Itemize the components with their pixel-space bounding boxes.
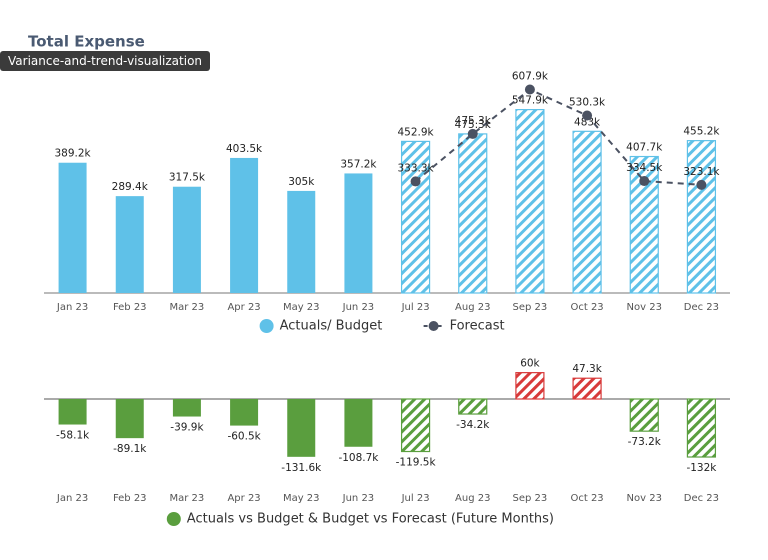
forecast-label: 334.5k (626, 162, 663, 174)
bar (230, 157, 259, 293)
tag-box (0, 51, 210, 71)
forecast-point (696, 179, 707, 190)
bar (458, 133, 488, 294)
tag-label: Variance-and-trend-visualization (8, 54, 202, 68)
x-tick-label: Oct 23 (570, 493, 603, 504)
forecast-line (414, 88, 702, 186)
forecast-label: 333.3k (398, 162, 435, 174)
data-label: 452.9k (398, 126, 435, 138)
x-tick-label: Sep 23 (513, 302, 548, 313)
x-tick-label: Mar 23 (170, 493, 205, 504)
bar (115, 196, 144, 293)
x-tick-label: Apr 23 (227, 302, 260, 313)
x-tick-label: Mar 23 (170, 302, 205, 313)
data-label: -60.5k (227, 431, 261, 443)
bar (58, 162, 87, 293)
x-tick-label: Feb 23 (113, 493, 147, 504)
legend-label: Actuals/ Budget (280, 319, 383, 334)
bar (400, 398, 431, 453)
data-label: -34.2k (456, 419, 490, 431)
bar (458, 398, 488, 415)
bar (400, 140, 431, 294)
data-label: 547.9k (512, 95, 549, 107)
bar (172, 186, 201, 293)
bar (515, 109, 545, 294)
x-tick-label: Jul 23 (401, 302, 430, 313)
data-label: 317.5k (169, 172, 206, 184)
data-label: -108.7k (338, 452, 379, 464)
x-tick-label: Nov 23 (627, 302, 662, 313)
legend-marker (259, 319, 274, 333)
bar (230, 399, 259, 426)
x-tick-label: Oct 23 (570, 302, 603, 313)
legend-label: Forecast (450, 319, 505, 334)
legend-marker (428, 321, 439, 331)
forecast-point (639, 176, 650, 187)
bar (572, 130, 602, 294)
forecast-label: 475.3k (455, 115, 492, 127)
x-tick-label: Jun 23 (342, 493, 375, 504)
bar (287, 399, 316, 457)
forecast-point (582, 110, 593, 121)
bar (629, 398, 659, 432)
data-label: 483k (574, 116, 601, 128)
forecast-point (410, 176, 421, 187)
data-label: 357.2k (340, 158, 377, 170)
bar (172, 399, 201, 417)
x-tick-label: May 23 (283, 302, 320, 313)
data-label: 407.7k (626, 142, 663, 154)
x-tick-label: Jun 23 (342, 302, 375, 313)
forecast-label: 607.9k (512, 71, 549, 83)
data-label: -132k (686, 462, 717, 474)
x-tick-label: May 23 (283, 493, 320, 504)
bar (287, 190, 316, 293)
bar (58, 399, 87, 425)
legend-marker (166, 512, 181, 526)
x-tick-label: Jan 23 (56, 302, 88, 313)
data-label: -89.1k (113, 443, 147, 455)
forecast-point (467, 128, 478, 139)
x-tick-label: Apr 23 (227, 493, 260, 504)
data-label: -39.9k (170, 422, 204, 434)
x-tick-label: Jul 23 (401, 493, 430, 504)
data-label: 289.4k (112, 181, 149, 193)
data-label: 389.2k (55, 148, 92, 160)
forecast-point (524, 84, 535, 95)
bar (686, 140, 717, 294)
bar (115, 399, 144, 439)
data-label: 403.5k (226, 143, 263, 155)
data-label: 455.2k (683, 126, 720, 138)
data-label: 305k (288, 176, 315, 188)
x-tick-label: Nov 23 (627, 493, 662, 504)
x-tick-label: Sep 23 (513, 493, 548, 504)
data-label: -58.1k (56, 430, 90, 442)
x-tick-label: Aug 23 (455, 302, 490, 313)
x-tick-label: Jan 23 (56, 493, 88, 504)
data-label: -119.5k (396, 457, 437, 469)
forecast-label: 530.3k (569, 96, 606, 108)
chart-title: Total Expense (28, 33, 145, 51)
data-label: -73.2k (628, 436, 662, 448)
bar (515, 372, 545, 400)
forecast-label: 323.1k (683, 166, 720, 178)
bar (686, 398, 717, 458)
bar (572, 377, 602, 400)
data-label: -131.6k (281, 462, 322, 474)
legend-label: Actuals vs Budget & Budget vs Forecast (… (187, 512, 554, 527)
bar (344, 173, 373, 293)
data-label: 47.3k (572, 363, 602, 375)
x-tick-label: Dec 23 (684, 493, 719, 504)
data-label: 60k (520, 358, 540, 370)
x-tick-label: Feb 23 (113, 302, 147, 313)
bar (344, 399, 373, 447)
x-tick-label: Aug 23 (455, 493, 490, 504)
data-label: 475.3k (455, 119, 492, 131)
x-tick-label: Dec 23 (684, 302, 719, 313)
